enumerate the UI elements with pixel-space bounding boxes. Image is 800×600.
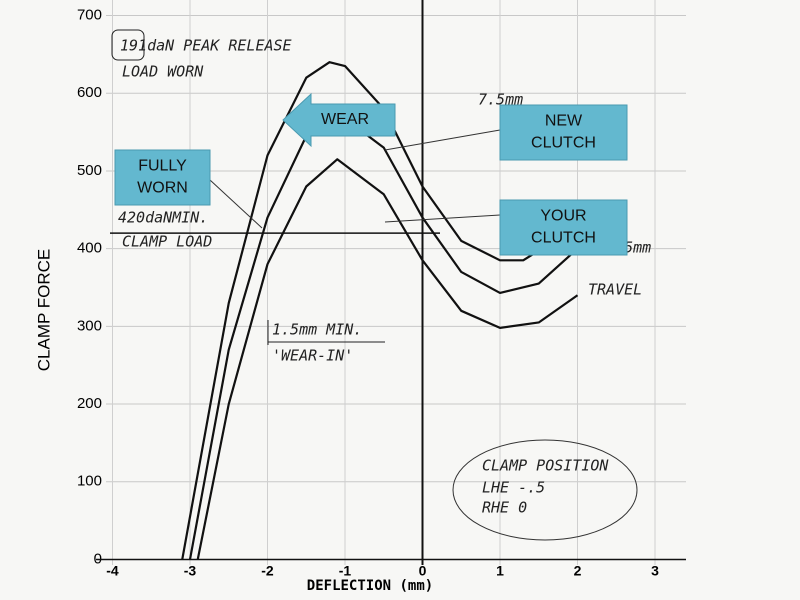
handwritten-note: RHE 0 — [482, 499, 527, 517]
y-tick-label: 600 — [77, 84, 102, 101]
x-tick-label: 3 — [651, 563, 659, 579]
handwritten-note: LHE -.5 — [482, 479, 545, 497]
handwritten-note: CLAMP POSITION — [482, 457, 609, 475]
callout-label: NEW CLUTCH — [531, 113, 596, 152]
note-box — [111, 29, 145, 61]
x-tick-label: -1 — [339, 563, 352, 579]
pointer — [384, 214, 501, 223]
callout-line: CLUTCH — [531, 135, 596, 152]
callout-box — [499, 104, 628, 161]
callout-line: CLUTCH — [531, 230, 596, 247]
y-tick-label: 100 — [77, 473, 102, 490]
x-tick-label: 2 — [574, 563, 582, 579]
y-tick-label: 400 — [77, 240, 102, 257]
callout-label: FULLY WORN — [137, 158, 188, 197]
curve — [188, 111, 579, 560]
handwritten-note: TRAVEL — [588, 281, 642, 299]
callout-label: YOUR CLUTCH — [531, 208, 596, 247]
y-axis-label: CLAMP FORCE — [34, 249, 53, 372]
callout-label: WEAR — [321, 111, 369, 128]
callout-line: WORN — [137, 180, 188, 197]
callout-box — [114, 149, 211, 206]
callout-box — [499, 199, 628, 256]
handwritten-note: 'WEAR-IN' — [272, 347, 353, 365]
handwritten-note: CLAMP LOAD — [122, 233, 212, 251]
x-tick-label: -4 — [106, 563, 119, 579]
pointer — [384, 129, 501, 151]
curve — [196, 158, 579, 560]
callout-line: NEW — [545, 113, 583, 130]
x-tick-label: -2 — [261, 563, 274, 579]
handwritten-note: LOAD WORN — [122, 63, 204, 81]
y-tick-label: 200 — [77, 395, 102, 412]
y-tick-label: 300 — [77, 317, 102, 334]
callout-line: YOUR — [540, 208, 586, 225]
x-tick-label: 0 — [419, 563, 427, 579]
handwritten-note: 420daNMIN. — [118, 209, 208, 227]
x-tick-label: -3 — [184, 563, 197, 579]
handwritten-note: 1.5mm MIN. — [272, 321, 362, 339]
handwritten-note: 191daN PEAK RELEASE — [120, 37, 292, 55]
handwritten-note: 7.5mm — [478, 91, 523, 109]
x-axis-label: DEFLECTION (mm) — [307, 578, 433, 594]
y-tick-label: 500 — [77, 162, 102, 179]
x-tick-label: 1 — [496, 563, 504, 579]
note-ellipse — [452, 439, 638, 541]
pointer — [209, 179, 263, 229]
callout-line: FULLY — [138, 158, 187, 175]
callout-arrow — [282, 92, 396, 148]
y-tick-label: 700 — [77, 7, 102, 24]
